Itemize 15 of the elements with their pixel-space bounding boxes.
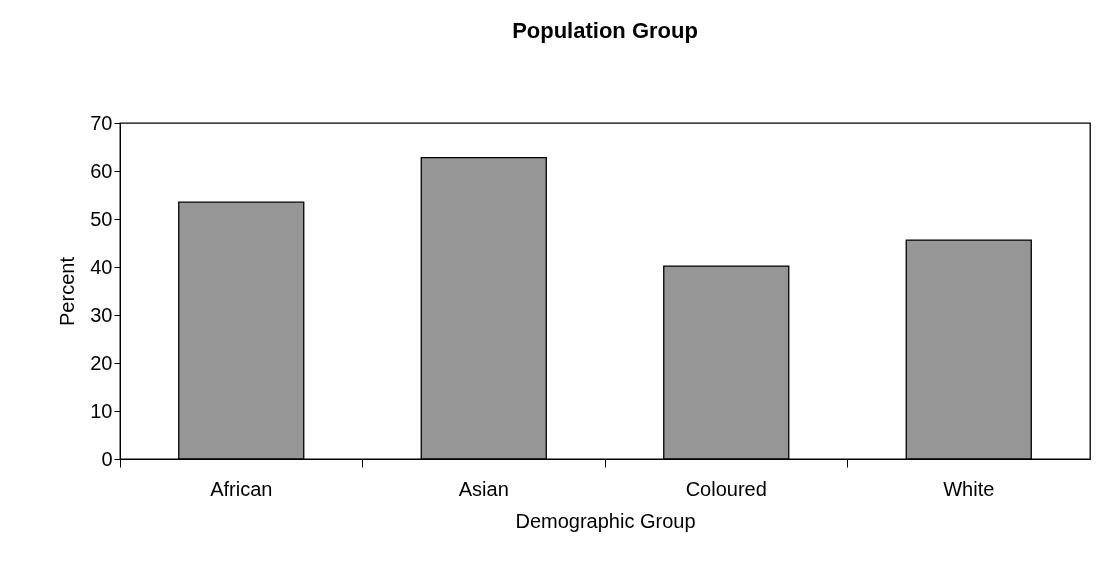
x-tick-label: Coloured [685,477,767,500]
y-tick-label: 40 [90,255,113,278]
y-tick-label: 30 [90,303,113,326]
x-axis-title: Demographic Group [515,509,696,532]
y-tick-label: 10 [90,399,113,422]
y-tick-label: 20 [90,351,113,374]
y-tick-label: 60 [90,159,113,182]
x-tick-label: African [210,477,273,500]
chart-title: Population Group [512,18,698,43]
x-tick-label: White [943,477,995,500]
y-tick-label: 0 [101,447,113,470]
y-tick-label: 70 [90,111,113,134]
y-tick-label: 50 [90,207,113,230]
y-axis-title: Percent [56,256,79,326]
x-tick-label: Asian [458,477,509,500]
